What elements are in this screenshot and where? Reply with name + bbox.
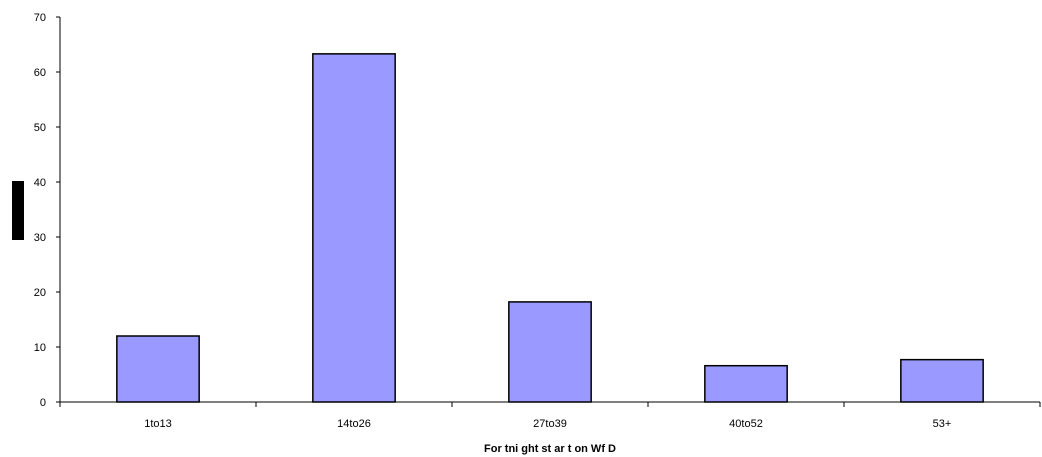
bar-27to39 <box>508 301 592 403</box>
x-tick-label: 53+ <box>933 418 952 430</box>
bar-40to52 <box>704 364 788 403</box>
x-tick-label: 1to13 <box>144 418 172 430</box>
x-tick-label: 14to26 <box>337 418 371 430</box>
y-tick-label: 50 <box>34 122 46 134</box>
y-axis-ticks: 0 10 20 30 40 50 60 70 <box>34 12 60 409</box>
y-tick-label: 30 <box>34 232 46 244</box>
bar-1to13 <box>116 335 200 403</box>
y-tick-label: 40 <box>34 177 46 189</box>
x-tick-label: 27to39 <box>533 418 567 430</box>
y-tick-label: 20 <box>34 287 46 299</box>
x-axis-ticks: 1to13 14to26 27to39 40to52 53+ <box>59 402 1041 430</box>
y-tick-label: 60 <box>34 67 46 79</box>
x-axis-title: For tni ght st ar t on Wf D <box>484 443 616 455</box>
bar-14to26 <box>312 53 396 403</box>
y-tick-label: 0 <box>40 397 46 409</box>
y-tick-label: 10 <box>34 342 46 354</box>
y-axis-label-redacted <box>12 181 24 240</box>
bar-53+ <box>900 358 984 403</box>
y-tick-label: 70 <box>34 12 46 24</box>
bars-group <box>116 53 984 403</box>
x-tick-label: 40to52 <box>729 418 763 430</box>
